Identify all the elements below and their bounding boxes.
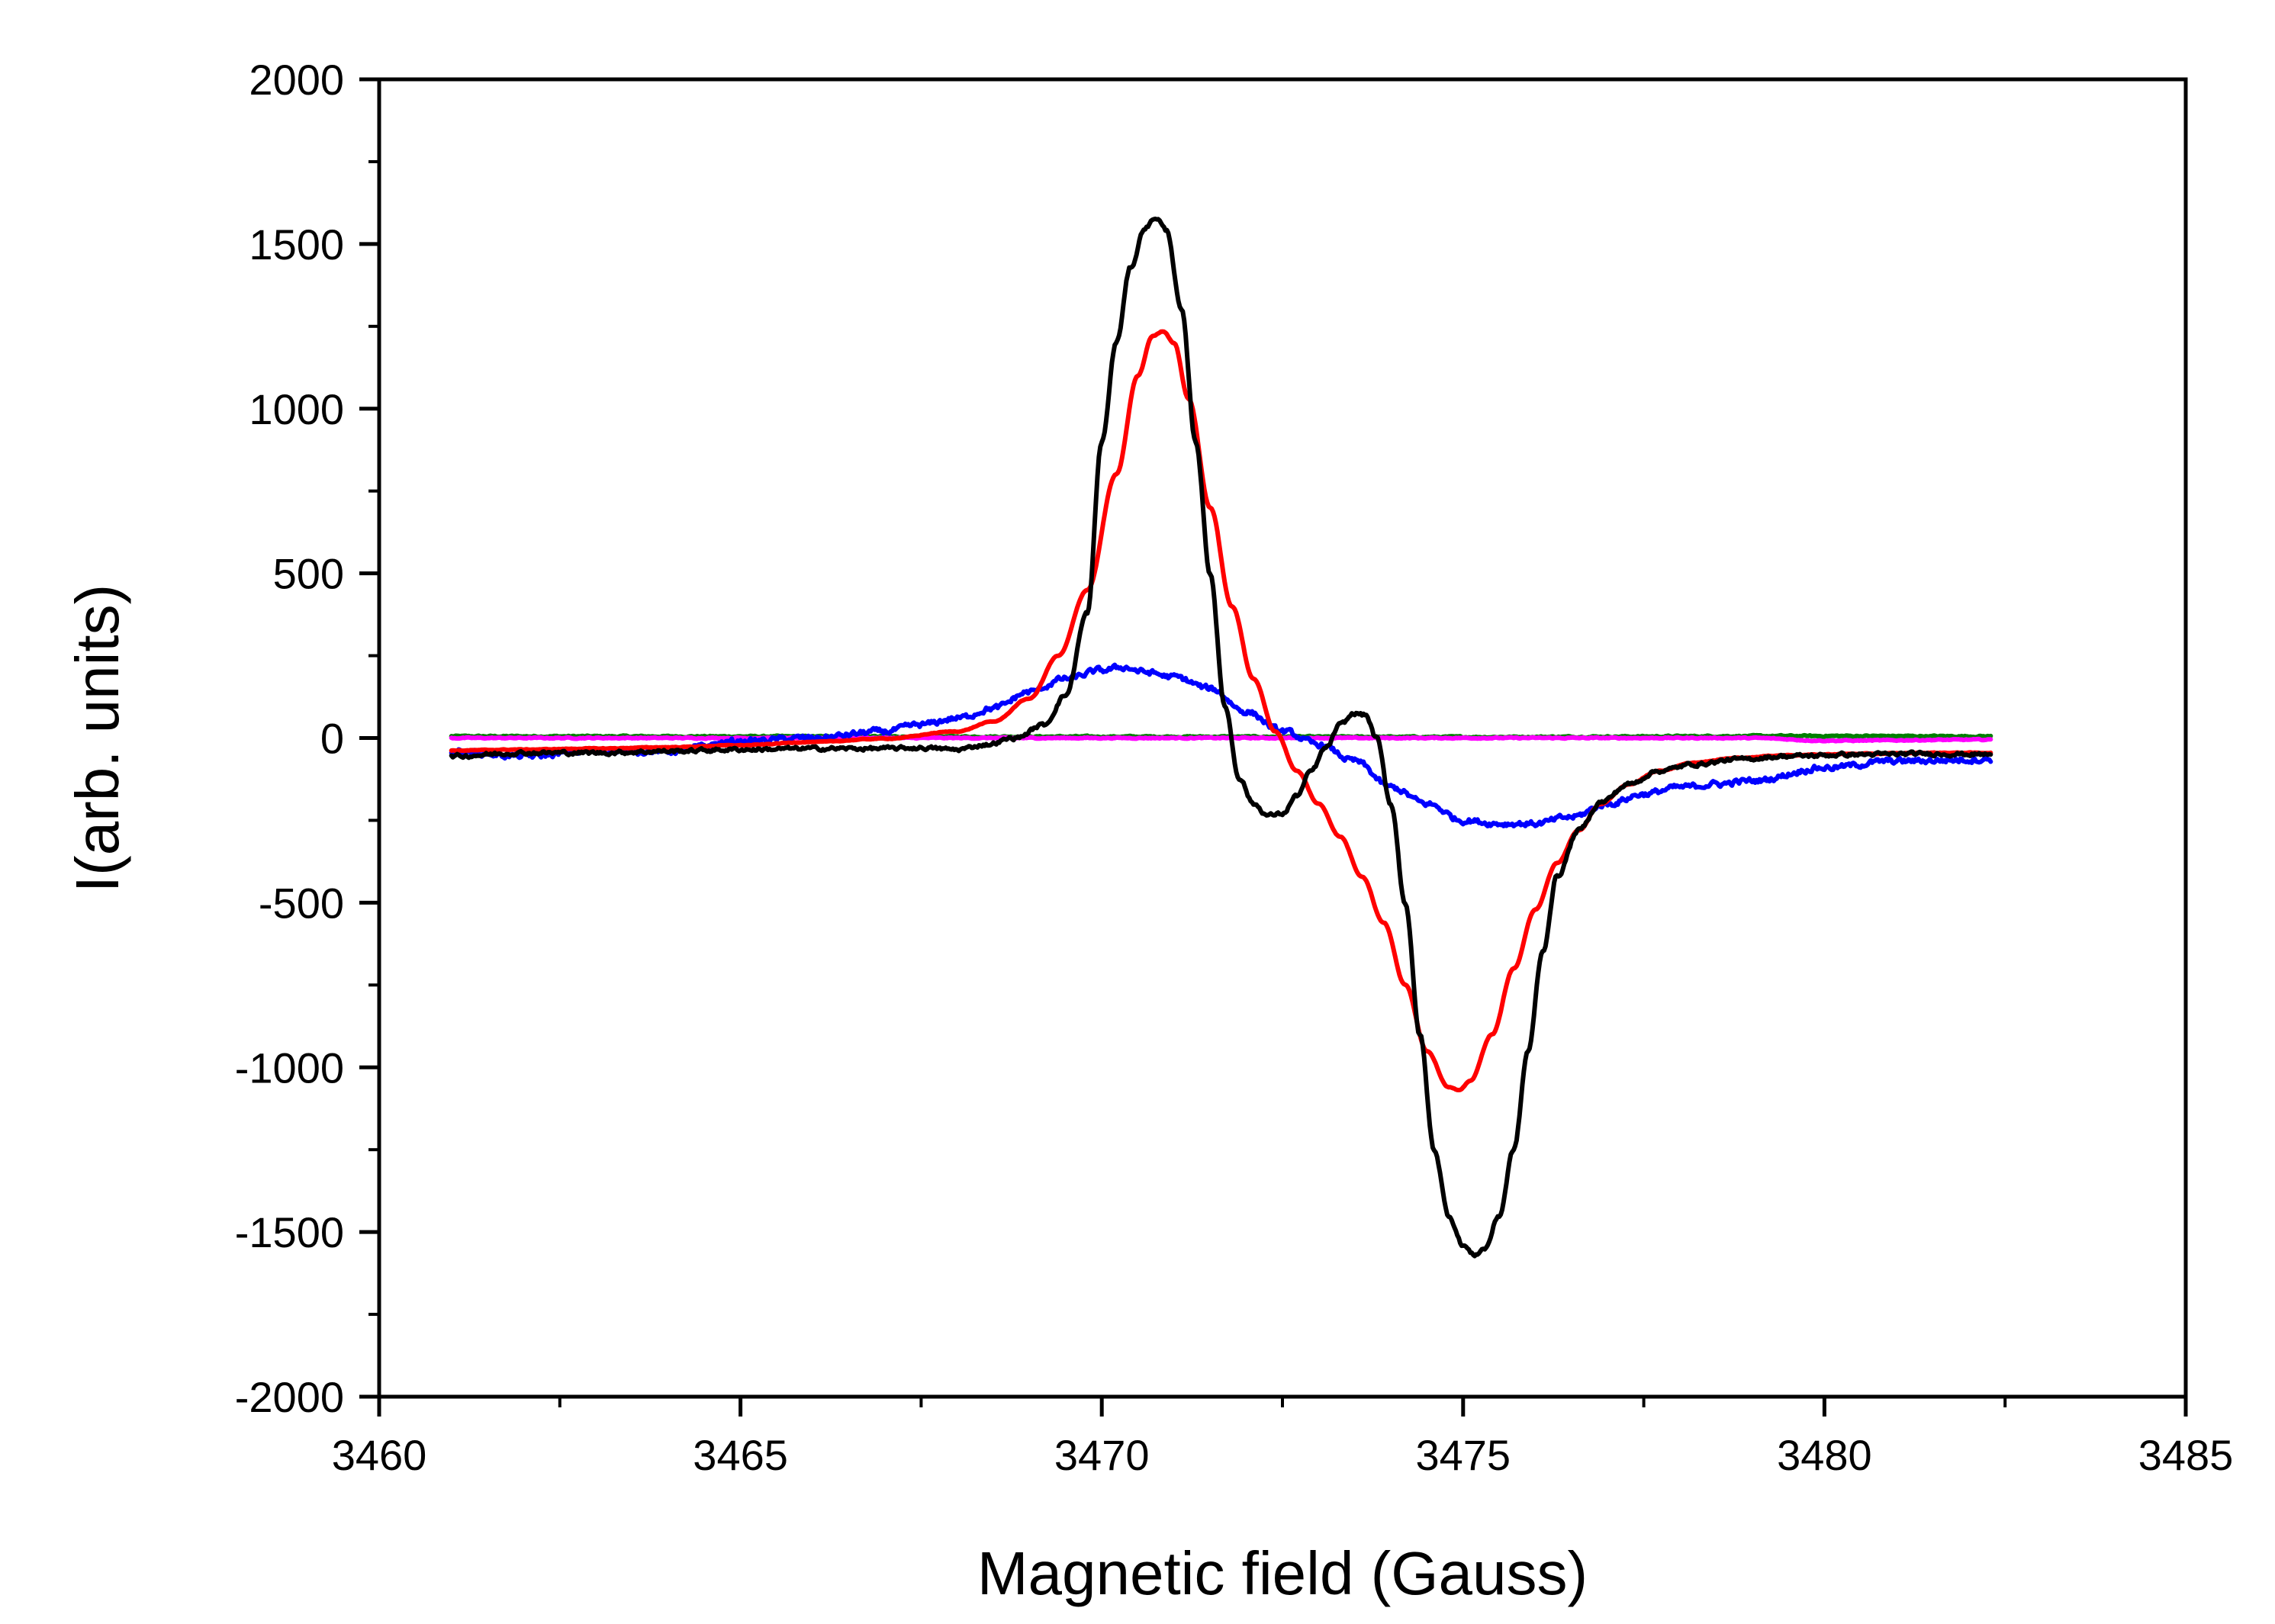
y-tick-label: 2000 (249, 56, 344, 104)
y-tick-label: -1500 (235, 1208, 344, 1256)
x-tick-label: 3485 (2138, 1431, 2234, 1479)
x-tick-label: 3475 (1416, 1431, 1511, 1479)
y-axis-label: I(arb. units) (63, 584, 131, 893)
x-axis-label: Magnetic field (Gauss) (977, 1539, 1588, 1607)
y-tick-label: 1000 (249, 385, 344, 433)
x-tick-label: 3470 (1054, 1431, 1150, 1479)
y-tick-label: -2000 (235, 1373, 344, 1421)
series-line-black (449, 216, 1993, 1259)
x-tick-label: 3480 (1777, 1431, 1872, 1479)
x-tick-label: 3460 (332, 1431, 427, 1479)
series-line-magenta (449, 735, 1993, 744)
y-tick-label: -1000 (235, 1044, 344, 1092)
y-tick-label: 500 (273, 550, 344, 598)
y-tick-label: -500 (259, 879, 344, 927)
x-tick-label: 3465 (693, 1431, 788, 1479)
y-tick-label: 1500 (249, 220, 344, 269)
y-tick-label: 0 (320, 715, 344, 763)
